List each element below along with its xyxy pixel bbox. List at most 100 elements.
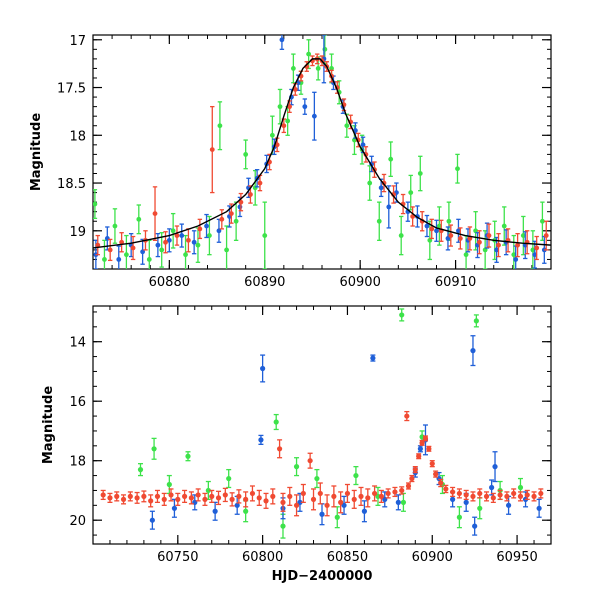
data-point <box>148 498 154 504</box>
data-point <box>168 492 174 498</box>
data-point <box>334 514 340 520</box>
data-point <box>151 446 157 452</box>
data-point <box>456 228 461 234</box>
data-point <box>137 467 144 473</box>
top-y-axis-label: Magnitude <box>29 113 44 192</box>
data-point <box>161 496 167 502</box>
data-point <box>324 502 330 508</box>
data-point <box>93 201 98 207</box>
data-point <box>344 490 351 497</box>
data-point <box>119 239 125 245</box>
data-point <box>209 493 215 499</box>
data-point <box>456 490 462 497</box>
data-point <box>207 233 212 238</box>
data-point <box>182 493 188 499</box>
data-point <box>100 492 106 498</box>
data-point <box>408 190 414 195</box>
data-point <box>243 151 249 157</box>
data-point <box>450 496 456 502</box>
data-point <box>427 237 433 243</box>
data-point <box>424 223 430 229</box>
series-red <box>100 410 544 517</box>
data-point <box>540 218 545 224</box>
data-point <box>386 204 392 210</box>
data-point <box>258 437 264 443</box>
data-point <box>477 505 483 511</box>
data-point <box>262 233 268 238</box>
data-point <box>422 435 429 441</box>
data-point <box>463 252 469 258</box>
data-point <box>409 475 415 482</box>
data-point <box>188 495 194 501</box>
data-point <box>216 228 222 234</box>
data-point <box>412 467 418 473</box>
data-point <box>367 180 373 186</box>
bottom-panel-full: 60750 60800 60850 60900 60950 14 16 18 20 Magnit… <box>41 305 552 584</box>
data-point <box>446 218 452 224</box>
data-point <box>276 446 283 452</box>
data-point <box>204 223 209 229</box>
data-point <box>489 484 495 491</box>
data-point <box>352 137 357 143</box>
data-point <box>531 493 537 499</box>
bottom-data-layer <box>100 308 544 539</box>
data-point <box>473 318 479 324</box>
data-point <box>217 123 223 129</box>
data-point <box>112 223 118 229</box>
data-point <box>456 514 462 520</box>
data-point <box>399 312 405 318</box>
x-tick-label: 60890 <box>244 275 285 290</box>
data-point <box>107 247 113 253</box>
data-point <box>513 257 519 262</box>
data-point <box>163 239 168 245</box>
y-tick-label: 17 <box>69 34 86 49</box>
data-point <box>222 492 228 498</box>
data-point <box>270 493 276 499</box>
data-point <box>517 484 524 491</box>
data-point <box>174 233 180 238</box>
data-point <box>511 252 517 258</box>
data-point <box>95 242 101 248</box>
data-point <box>191 239 197 245</box>
data-point <box>212 508 218 514</box>
data-point <box>166 237 172 243</box>
data-point <box>494 247 500 253</box>
data-point <box>417 446 423 452</box>
y-tick-label: 18 <box>69 129 86 144</box>
data-point <box>195 492 201 498</box>
data-point <box>338 499 344 505</box>
bottom-y-axis-label: Magnitude <box>41 386 56 465</box>
data-point <box>127 493 133 499</box>
data-point <box>436 223 442 229</box>
data-point <box>243 496 249 502</box>
data-point <box>281 123 287 129</box>
top-panel-zoom: 60880 60890 60900 60910 17 17.5 18 18.5 19 Magni… <box>29 34 552 290</box>
data-point <box>426 446 432 452</box>
data-point <box>228 211 234 217</box>
data-point <box>120 496 127 502</box>
data-point <box>280 523 286 529</box>
bottom-axis-ticks <box>92 306 552 544</box>
data-point <box>398 233 404 238</box>
data-point <box>146 257 152 262</box>
data-point <box>292 87 298 92</box>
data-point <box>107 495 113 501</box>
data-point <box>536 505 542 511</box>
data-point <box>269 132 275 138</box>
data-point <box>473 228 479 234</box>
data-point <box>243 508 249 514</box>
data-point <box>114 493 120 499</box>
data-point <box>388 156 394 162</box>
data-point <box>483 493 490 499</box>
data-point <box>395 499 401 505</box>
x-tick-label: 60900 <box>339 275 380 290</box>
data-point <box>315 66 321 71</box>
data-point <box>229 496 235 502</box>
data-point <box>344 123 350 129</box>
data-point <box>405 483 412 489</box>
data-point <box>504 493 510 499</box>
data-point <box>515 242 521 248</box>
data-point <box>378 493 384 499</box>
data-point <box>136 216 142 222</box>
data-point <box>329 66 334 71</box>
